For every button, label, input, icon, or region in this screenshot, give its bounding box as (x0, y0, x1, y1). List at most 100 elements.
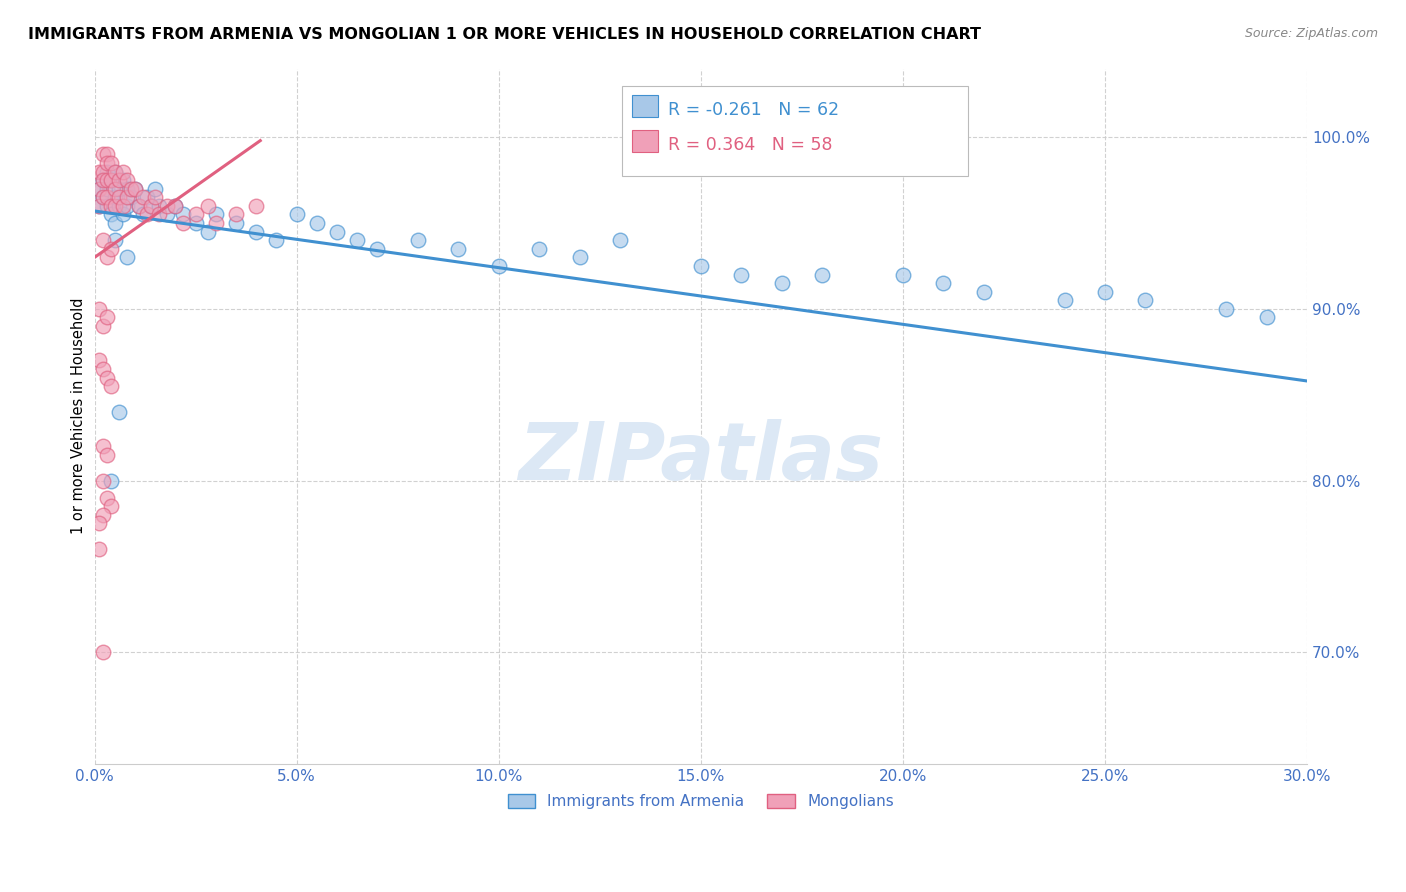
Point (136, 207, 159, 221)
Point (132, 207, 155, 221)
Point (770, 276, 793, 290)
Point (197, 199, 219, 213)
Point (115, 190, 138, 204)
Point (1053, 293, 1076, 308)
Point (96, 251, 118, 265)
Point (108, 190, 131, 204)
Point (1215, 301, 1237, 316)
Point (204, 216, 226, 230)
Point (91, 147, 114, 161)
Text: IMMIGRANTS FROM ARMENIA VS MONGOLIAN 1 OR MORE VEHICLES IN HOUSEHOLD CORRELATION: IMMIGRANTS FROM ARMENIA VS MONGOLIAN 1 O… (28, 27, 981, 42)
Point (96, 448, 118, 462)
Point (87, 353, 110, 368)
Point (100, 474, 122, 488)
Point (115, 199, 138, 213)
Point (100, 242, 122, 256)
Text: R = -0.261   N = 62: R = -0.261 N = 62 (668, 101, 839, 120)
Point (96, 147, 118, 161)
Point (111, 207, 134, 221)
Point (100, 173, 122, 187)
Point (91, 474, 114, 488)
Point (128, 199, 150, 213)
Point (1256, 310, 1278, 325)
Point (136, 190, 159, 204)
Point (104, 190, 127, 204)
Text: ZIPatlas: ZIPatlas (519, 419, 883, 497)
Point (96, 310, 118, 325)
Point (96, 190, 118, 204)
Point (104, 199, 127, 213)
Point (91, 362, 114, 376)
Point (96, 182, 118, 196)
Text: Source: ZipAtlas.com: Source: ZipAtlas.com (1244, 27, 1378, 40)
Point (91, 164, 114, 178)
Point (204, 207, 226, 221)
Point (96, 156, 118, 170)
Point (100, 173, 122, 187)
Point (100, 199, 122, 213)
Point (120, 190, 142, 204)
Point (87, 301, 110, 316)
Point (104, 182, 127, 196)
Point (96, 491, 118, 505)
Point (104, 164, 127, 178)
Point (245, 225, 267, 239)
Point (91, 508, 114, 522)
Point (87, 199, 110, 213)
Point (111, 199, 134, 213)
Point (108, 199, 131, 213)
Point (156, 207, 179, 221)
FancyBboxPatch shape (621, 86, 967, 177)
Point (568, 251, 591, 265)
Point (100, 500, 122, 514)
Point (932, 276, 955, 290)
Point (406, 233, 429, 247)
Point (811, 268, 834, 282)
Point (305, 216, 328, 230)
Point (527, 242, 550, 256)
Point (184, 216, 207, 230)
Point (91, 173, 114, 187)
Point (91, 173, 114, 187)
Point (366, 242, 388, 256)
Point (128, 199, 150, 213)
Point (225, 216, 247, 230)
Point (104, 216, 127, 230)
Point (108, 173, 131, 187)
Point (245, 199, 267, 213)
Point (87, 199, 110, 213)
Point (143, 190, 166, 204)
Legend: Immigrants from Armenia, Mongolians: Immigrants from Armenia, Mongolians (502, 788, 900, 815)
Point (91, 190, 114, 204)
Point (132, 190, 155, 204)
Point (197, 225, 219, 239)
Point (100, 207, 122, 221)
Point (156, 199, 179, 213)
Point (141, 199, 163, 213)
Point (108, 182, 131, 196)
Point (87, 182, 110, 196)
Point (141, 199, 163, 213)
Point (689, 259, 711, 273)
Point (165, 199, 187, 213)
Point (115, 251, 138, 265)
Text: R = 0.364   N = 58: R = 0.364 N = 58 (668, 136, 832, 154)
Point (87, 164, 110, 178)
Point (91, 190, 114, 204)
Point (173, 207, 195, 221)
Point (115, 173, 138, 187)
Point (96, 370, 118, 384)
Point (91, 645, 114, 659)
Point (447, 242, 470, 256)
Point (104, 164, 127, 178)
Point (124, 182, 146, 196)
Point (285, 207, 308, 221)
Point (96, 173, 118, 187)
Point (96, 199, 118, 213)
Point (100, 379, 122, 393)
Point (91, 319, 114, 334)
Point (1094, 285, 1116, 299)
Point (346, 233, 368, 247)
Point (184, 207, 207, 221)
Y-axis label: 1 or more Vehicles in Household: 1 or more Vehicles in Household (72, 298, 86, 534)
